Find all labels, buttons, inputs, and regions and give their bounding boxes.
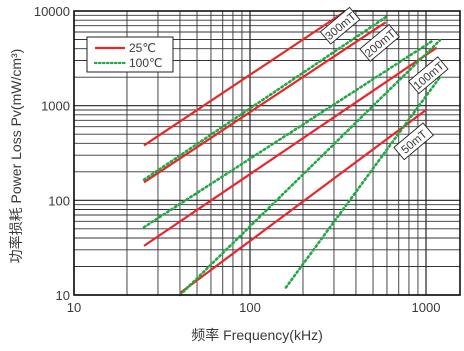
y-tick-label: 100	[48, 193, 70, 208]
plot-frame	[73, 10, 461, 296]
legend-label-100c: 100℃	[129, 56, 163, 70]
x-axis-label: 频率 Frequency(kHz)	[191, 327, 322, 343]
curve-label-box	[407, 56, 449, 95]
y-tick-label: 10	[56, 288, 70, 303]
y-tick-label: 1000	[41, 99, 70, 114]
series-50mT-100c	[284, 75, 442, 289]
curve-label-box	[359, 23, 400, 62]
series-100mT-25c	[143, 46, 438, 247]
tick-labels: 10 100 1000 10 100 1000 10000	[34, 4, 441, 315]
legend: 25℃ 100℃	[86, 36, 174, 73]
series-group	[142, 10, 442, 297]
series-100mT-100c	[178, 38, 442, 297]
series-50mT-25c	[179, 109, 427, 294]
x-tick-label: 1000	[412, 300, 441, 315]
y-axis-label: 功率损耗 Power Loss Pv(mW/cm³)	[8, 49, 24, 264]
series-200mT-25c	[143, 21, 387, 184]
plot-border	[73, 10, 461, 296]
x-tick-label: 10	[67, 300, 81, 315]
curve-label-box	[393, 122, 434, 161]
curve-label-box	[319, 6, 361, 45]
legend-label-25c: 25℃	[129, 41, 156, 55]
legend-box	[86, 36, 174, 73]
y-tick-label: 10000	[34, 4, 70, 19]
x-tick-label: 100	[239, 300, 261, 315]
grid-lines	[73, 11, 460, 296]
series-300mT-25c	[143, 10, 347, 147]
series-300mT-100c	[142, 15, 388, 181]
series-200mT-100c	[142, 38, 435, 229]
